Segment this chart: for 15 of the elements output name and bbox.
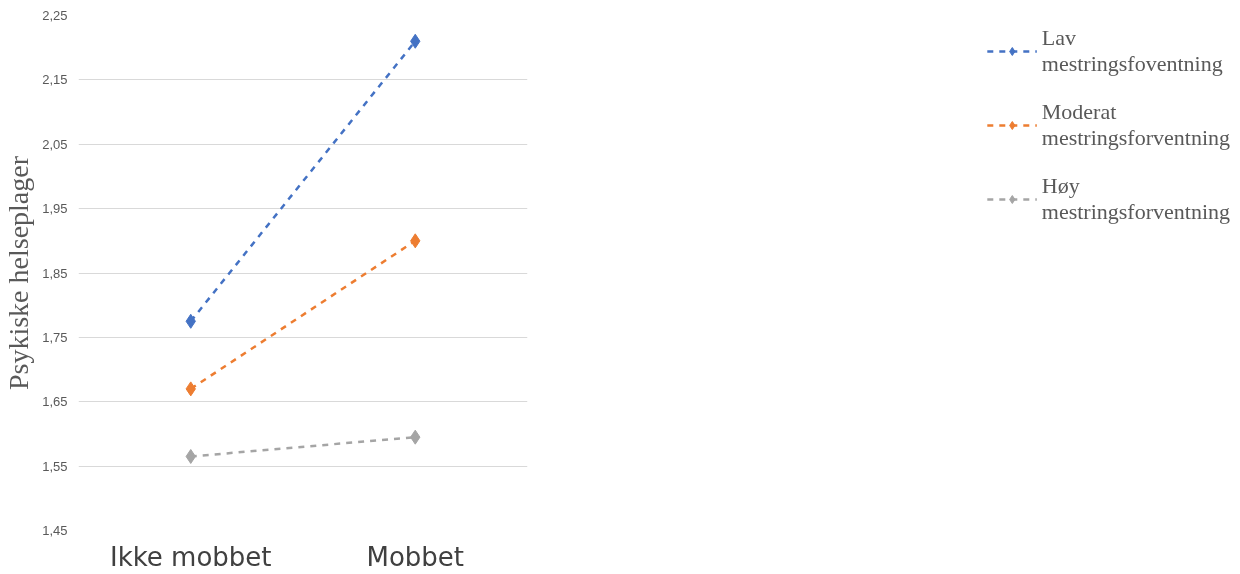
y-tick-label: 2,15 (42, 72, 68, 88)
y-tick-label: 1,65 (42, 394, 68, 410)
y-tick-label: 2,25 (42, 8, 68, 23)
y-tick-label: 1,45 (42, 523, 68, 538)
legend-label: Lav mestringsfoventning (1041, 25, 1223, 77)
legend-label: Høy mestringsforventning (1041, 173, 1230, 225)
y-tick-label: 1,85 (42, 265, 68, 281)
x-tick-label: Ikke mobbet (109, 541, 272, 572)
y-tick-label: 1,55 (42, 458, 68, 474)
y-tick-label: 1,75 (42, 329, 68, 345)
y-axis-title: Psykiske helseplager (3, 155, 35, 391)
legend-label: Moderat mestringsforventning (1041, 99, 1230, 151)
y-tick-label: 2,05 (42, 136, 68, 152)
x-tick-label: Mobbet (366, 541, 465, 572)
y-tick-label: 1,95 (42, 201, 68, 217)
